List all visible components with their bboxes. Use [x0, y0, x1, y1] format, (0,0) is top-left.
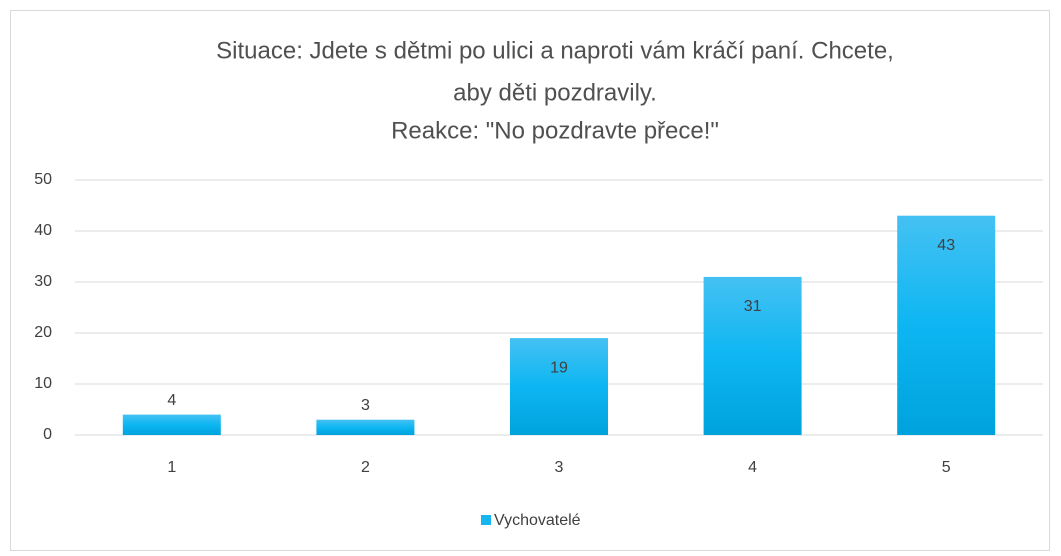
data-label: 43	[937, 237, 955, 254]
chart-title: Reakce: "No pozdravte přece!"	[391, 117, 719, 144]
bar	[510, 338, 608, 435]
chart-title: Situace: Jdete s dětmi po ulici a naprot…	[216, 37, 894, 64]
x-tick-label: 3	[555, 459, 564, 476]
y-tick-label: 10	[34, 375, 52, 392]
x-tick-label: 5	[942, 459, 951, 476]
x-tick-label: 2	[361, 459, 370, 476]
x-tick-label: 1	[167, 459, 176, 476]
legend-swatch	[481, 515, 491, 525]
y-tick-label: 20	[34, 324, 52, 341]
chart-border	[10, 10, 1050, 551]
y-tick-label: 30	[34, 273, 52, 290]
bar	[897, 215, 996, 435]
bar	[316, 419, 415, 435]
y-tick-label: 50	[34, 171, 52, 188]
bar	[703, 276, 802, 435]
data-label: 3	[361, 397, 370, 414]
data-label: 19	[550, 359, 568, 376]
chart-title: aby děti pozdravily.	[453, 79, 657, 106]
data-label: 31	[744, 298, 762, 315]
y-tick-label: 40	[34, 222, 52, 239]
legend-label: Vychovatelé	[494, 512, 581, 529]
y-tick-label: 0	[43, 426, 52, 443]
bar	[122, 414, 221, 435]
x-tick-label: 4	[748, 459, 757, 476]
data-label: 4	[167, 392, 176, 409]
